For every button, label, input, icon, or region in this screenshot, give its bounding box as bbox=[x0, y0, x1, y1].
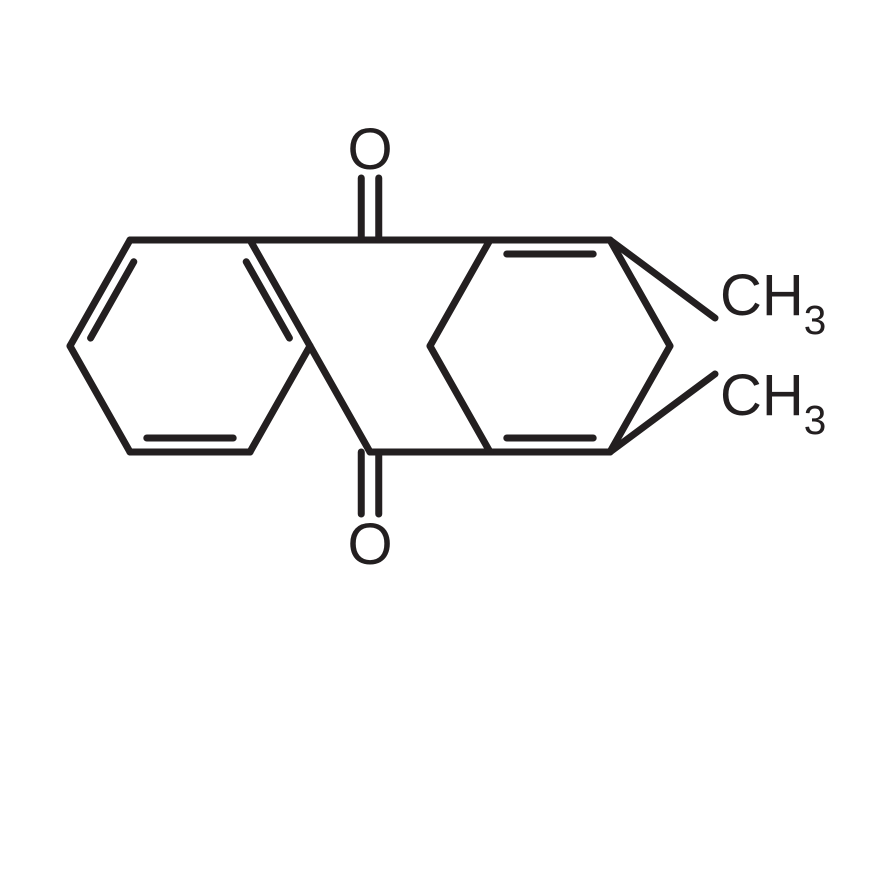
atom-label-CH3_top: CH3 bbox=[720, 267, 826, 334]
atom-label-O_top: O bbox=[347, 121, 392, 179]
bond-layer bbox=[0, 0, 890, 890]
atom-label-O_bot: O bbox=[347, 516, 392, 574]
atom-subscript: 3 bbox=[804, 397, 827, 443]
atom-text: O bbox=[347, 512, 392, 577]
atom-text: O bbox=[347, 117, 392, 182]
molecule-diagram: OOCH3CH3 bbox=[0, 0, 890, 890]
atom-label-CH3_bot: CH3 bbox=[720, 367, 826, 434]
atom-text: CH bbox=[720, 363, 804, 428]
atom-subscript: 3 bbox=[804, 297, 827, 343]
atom-text: CH bbox=[720, 263, 804, 328]
